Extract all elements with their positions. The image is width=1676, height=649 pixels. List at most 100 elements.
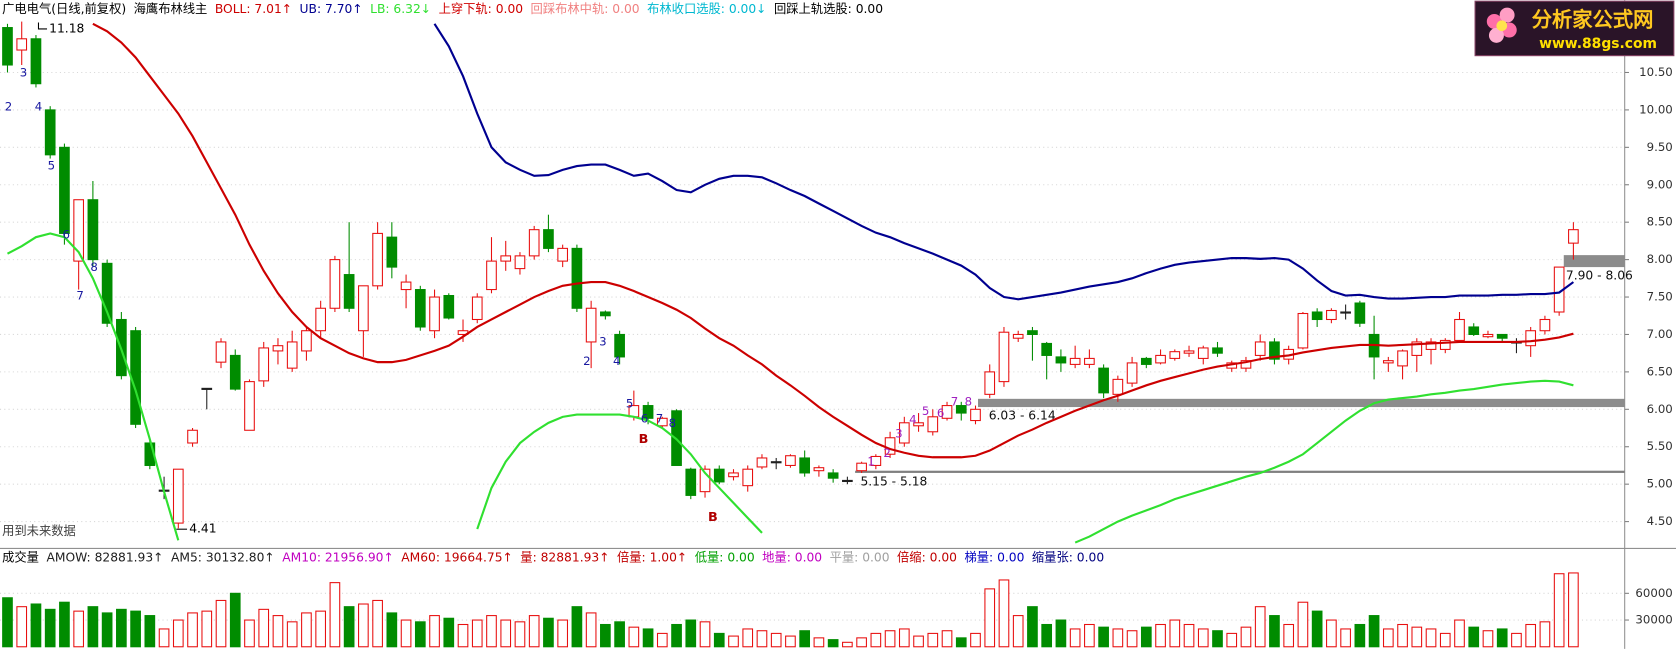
candle-body <box>44 109 56 156</box>
volume-bar <box>1454 619 1465 648</box>
volume-bar <box>1411 626 1423 648</box>
boll-line <box>433 23 1575 301</box>
signal-label: 2 <box>883 446 890 460</box>
candle-body <box>1439 339 1451 350</box>
logo-center <box>1496 20 1508 32</box>
signal-label: 7 <box>951 394 958 408</box>
volume-bar <box>144 615 156 648</box>
header-text: 海鹰布林线主 <box>134 1 208 16</box>
candle-body <box>1140 357 1152 365</box>
volume-bar <box>400 619 412 648</box>
candle-body <box>998 331 1010 383</box>
volume-bar <box>1069 628 1081 648</box>
candle-body <box>1454 318 1465 341</box>
candle-body <box>414 289 426 328</box>
volume-bar <box>30 603 42 648</box>
header-text: 缩量张: 0.00 <box>1032 550 1104 565</box>
volume-bar <box>543 617 554 648</box>
candle-body <box>913 422 924 427</box>
volume-bar <box>301 612 312 648</box>
candle-body <box>1425 341 1437 350</box>
candle-body <box>30 38 42 85</box>
candle-body <box>1212 347 1223 354</box>
signal-label: 5 <box>48 158 55 172</box>
volume-bar <box>1041 623 1053 648</box>
candle-body <box>1354 302 1366 324</box>
volume-bar <box>1311 610 1323 648</box>
header-text: AMOW: 82881.93↑ <box>46 551 163 565</box>
header-text: 低量: 0.00 <box>695 551 755 565</box>
volume-bar <box>656 632 668 648</box>
signal-label: 6 <box>937 406 944 420</box>
candle-body <box>600 311 611 317</box>
volume-bar <box>16 606 28 648</box>
candle-body <box>1169 351 1181 359</box>
volume-bar <box>1511 632 1522 648</box>
volume-bar <box>1382 628 1394 648</box>
annotation-arrow <box>37 22 48 30</box>
volume-bar <box>898 628 910 648</box>
volume-bar <box>1539 621 1551 648</box>
logo-petal <box>1488 27 1504 43</box>
y-tick-label: 9.00 <box>1647 177 1673 191</box>
volume-bar <box>1055 619 1067 648</box>
candle-body <box>101 262 113 324</box>
candle-body <box>756 457 768 468</box>
signal-label: B <box>708 510 718 525</box>
volume-bar <box>329 582 341 648</box>
signal-label: 6 <box>63 228 70 242</box>
volume-bar <box>713 632 725 648</box>
signal-label: 8 <box>669 416 676 430</box>
volume-bar <box>955 637 967 648</box>
volume-bar <box>1397 623 1408 648</box>
candle-body <box>500 255 512 262</box>
candle-body <box>486 260 497 291</box>
volume-bar <box>457 623 469 648</box>
volume-bar <box>443 617 455 648</box>
logo: 分析家公式网 www.88gs.com <box>1474 0 1675 57</box>
volume-bar <box>813 637 825 648</box>
volume-bar <box>884 630 896 648</box>
candle-body <box>842 479 853 483</box>
candle-body <box>898 422 910 444</box>
volume-bar <box>1169 619 1181 648</box>
candle-body <box>16 38 28 51</box>
candle-body <box>258 347 270 382</box>
candle-body <box>1397 350 1408 367</box>
candle-body <box>827 472 839 479</box>
candle-body <box>201 387 213 390</box>
volume-bar <box>1354 623 1366 648</box>
volume-bar <box>1468 626 1480 648</box>
volume-bar <box>1326 619 1337 648</box>
candle-body <box>585 307 597 343</box>
volume-bar <box>1425 628 1437 648</box>
volume-bar <box>315 610 327 648</box>
volume-bar <box>699 621 711 648</box>
candle-body <box>1126 362 1138 384</box>
header-text: 倍量: 1.00↑ <box>617 550 687 565</box>
volume-bar <box>1368 615 1380 648</box>
volume-bar <box>1568 572 1579 648</box>
candle-body <box>685 468 697 496</box>
header-text: 回踩上轨选股: 0.00 <box>774 2 883 16</box>
candle-body <box>1539 318 1551 332</box>
signal-label: 8 <box>965 394 972 408</box>
candle-body <box>1254 341 1266 356</box>
volume-bar <box>1254 606 1266 648</box>
y-tick-label: 10.00 <box>1639 102 1673 116</box>
volume-bar <box>1525 623 1537 648</box>
volume-bar <box>1183 623 1195 648</box>
volume-bar <box>1340 628 1351 648</box>
signal-label: 4 <box>613 354 620 368</box>
volume-bar <box>984 588 996 648</box>
y-tick-label: 7.50 <box>1647 290 1673 304</box>
candle-body <box>386 236 398 268</box>
candle-body <box>272 345 284 352</box>
volume-bar <box>1297 601 1309 648</box>
candle-body <box>1297 312 1309 349</box>
price-zone <box>978 398 1625 408</box>
volume-bar <box>600 623 611 648</box>
volume-bar <box>1098 626 1109 648</box>
